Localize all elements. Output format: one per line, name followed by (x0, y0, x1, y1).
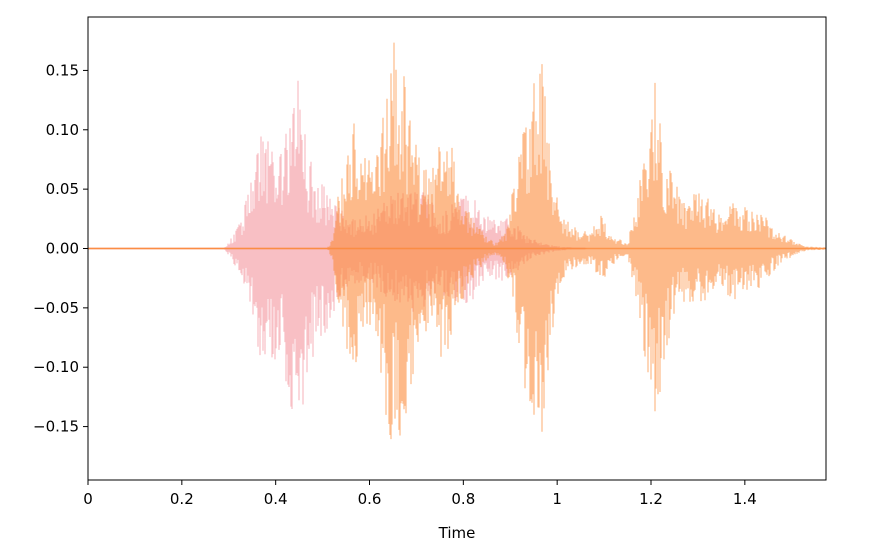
y-tick-label: 0.15 (46, 61, 79, 79)
x-tick-label: 0.8 (451, 490, 475, 508)
x-tick-label: 0.2 (170, 490, 194, 508)
x-tick-label: 0 (83, 490, 93, 508)
x-tick-label: 0.4 (264, 490, 288, 508)
x-tick-label: 1.4 (733, 490, 757, 508)
x-tick-label: 1.2 (639, 490, 663, 508)
y-tick-label: −0.05 (33, 299, 79, 317)
x-axis-label: Time (438, 524, 476, 542)
series-2 (88, 42, 826, 440)
series-layer (88, 42, 826, 440)
y-tick-label: 0.00 (46, 240, 79, 258)
x-tick-label: 0.6 (358, 490, 382, 508)
y-tick-label: −0.10 (33, 358, 79, 376)
x-tick-label: 1 (552, 490, 562, 508)
y-tick-label: 0.10 (46, 121, 79, 139)
y-tick-label: 0.05 (46, 180, 79, 198)
y-axis: 0.15 0.10 0.05 0.00 −0.05 −0.10 −0.15 (33, 61, 88, 436)
y-tick-label: −0.15 (33, 418, 79, 436)
x-axis: 0 0.2 0.4 0.6 0.8 1 1.2 1.4 (83, 480, 757, 508)
